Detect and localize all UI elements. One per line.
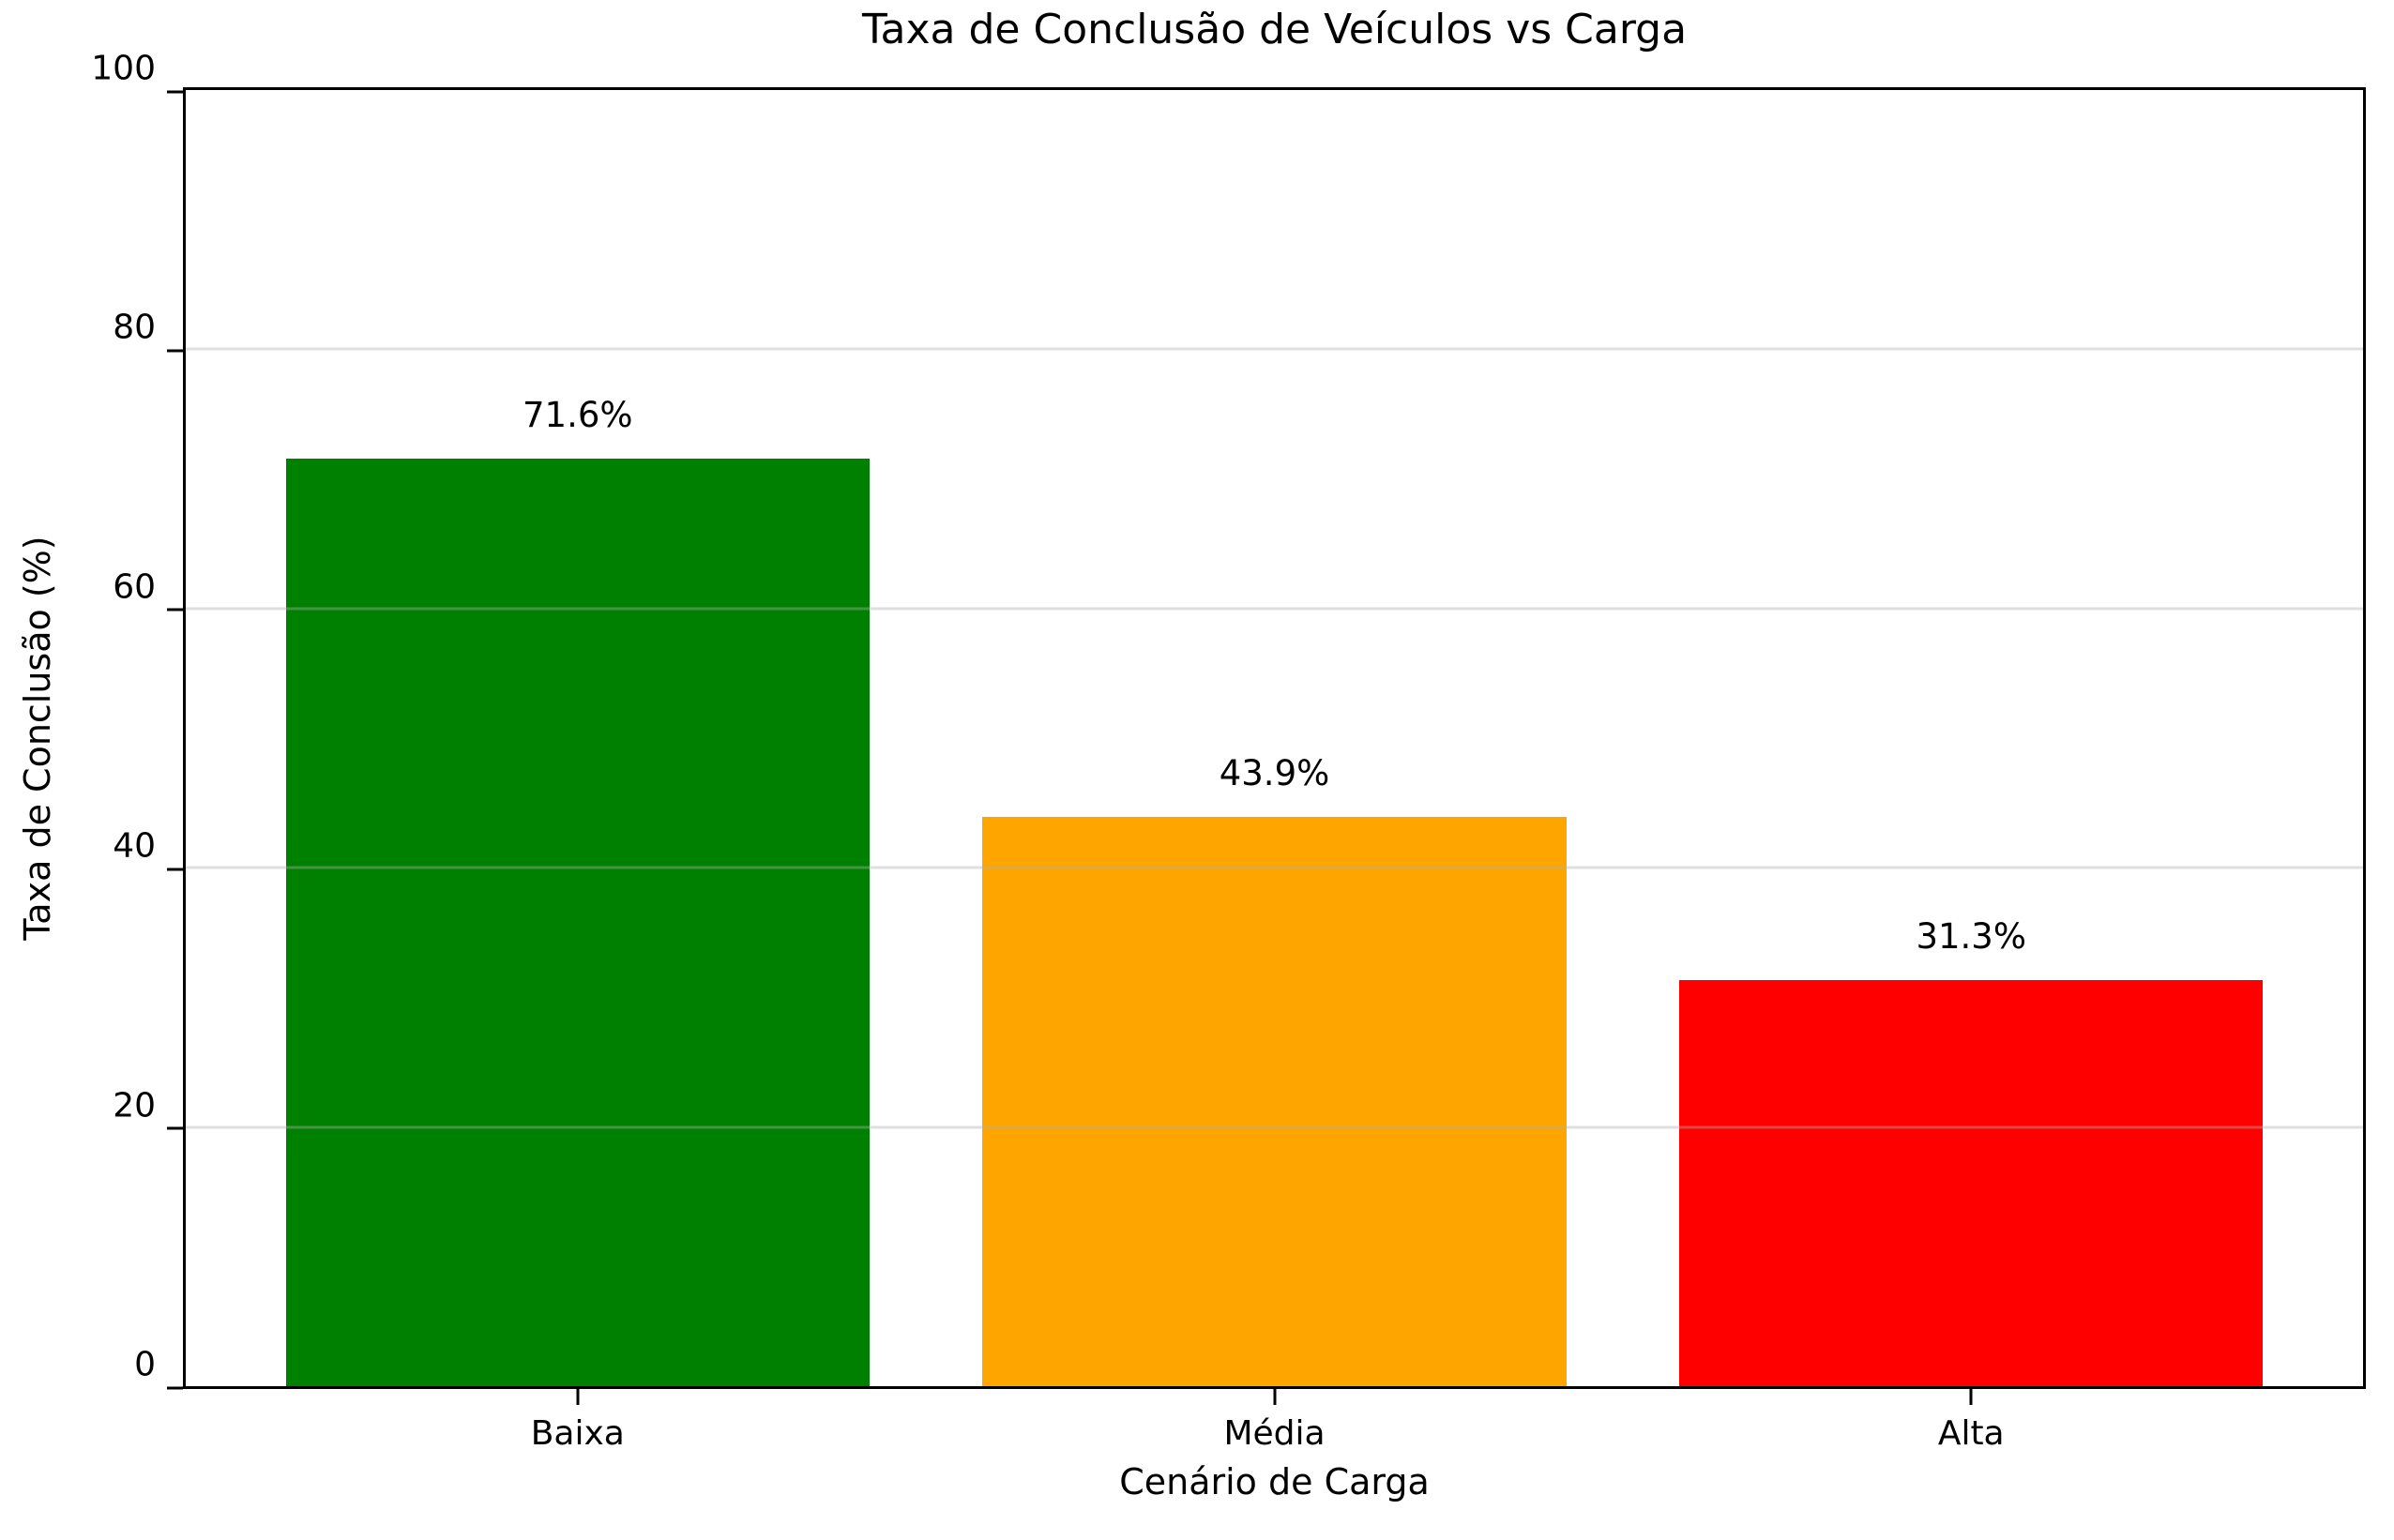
- gridline-20: [186, 1125, 2363, 1129]
- y-tick-label-80: 80: [113, 308, 156, 347]
- y-tick-label-20: 20: [113, 1086, 156, 1125]
- x-tick-label-alta: Alta: [1937, 1414, 2005, 1453]
- y-tick-mark: [167, 1126, 183, 1130]
- y-tick-mark: [167, 90, 183, 93]
- bar-value-label: 71.6%: [522, 394, 633, 435]
- bar-value-label: 43.9%: [1219, 753, 1330, 794]
- x-tick-label-baixa: Baixa: [530, 1414, 625, 1453]
- bar-baixa: [285, 458, 870, 1386]
- bar-value-label: 31.3%: [1916, 916, 2026, 958]
- y-tick-label-40: 40: [113, 826, 156, 866]
- x-tick-mark: [1969, 1389, 1973, 1405]
- gridline-60: [186, 607, 2363, 611]
- gridline-80: [186, 347, 2363, 351]
- y-tick-mark: [167, 608, 183, 611]
- y-axis-label: Taxa de Conclusão (%): [17, 536, 58, 941]
- chart-title: Taxa de Conclusão de Veículos vs Carga: [861, 6, 1688, 53]
- y-tick-mark: [167, 349, 183, 353]
- plot-area: 71.6% Baixa 43.9% Média 31.3% Alta 0 20 40 60 80 10…: [91, 50, 2366, 1453]
- x-axis-label: Cenário de Carga: [1119, 1461, 1430, 1502]
- y-tick-label-60: 60: [113, 567, 156, 607]
- y-tick-mark: [167, 868, 183, 871]
- y-tick-mark: [167, 1386, 183, 1389]
- bar-média: [982, 817, 1567, 1386]
- x-tick-mark: [576, 1389, 580, 1405]
- y-tick-label-0: 0: [134, 1345, 156, 1384]
- x-tick-label-média: Média: [1223, 1414, 1326, 1453]
- y-tick-label-100: 100: [91, 49, 156, 88]
- bar-alta: [1679, 980, 2264, 1386]
- gridline-40: [186, 866, 2363, 869]
- x-tick-mark: [1273, 1389, 1276, 1405]
